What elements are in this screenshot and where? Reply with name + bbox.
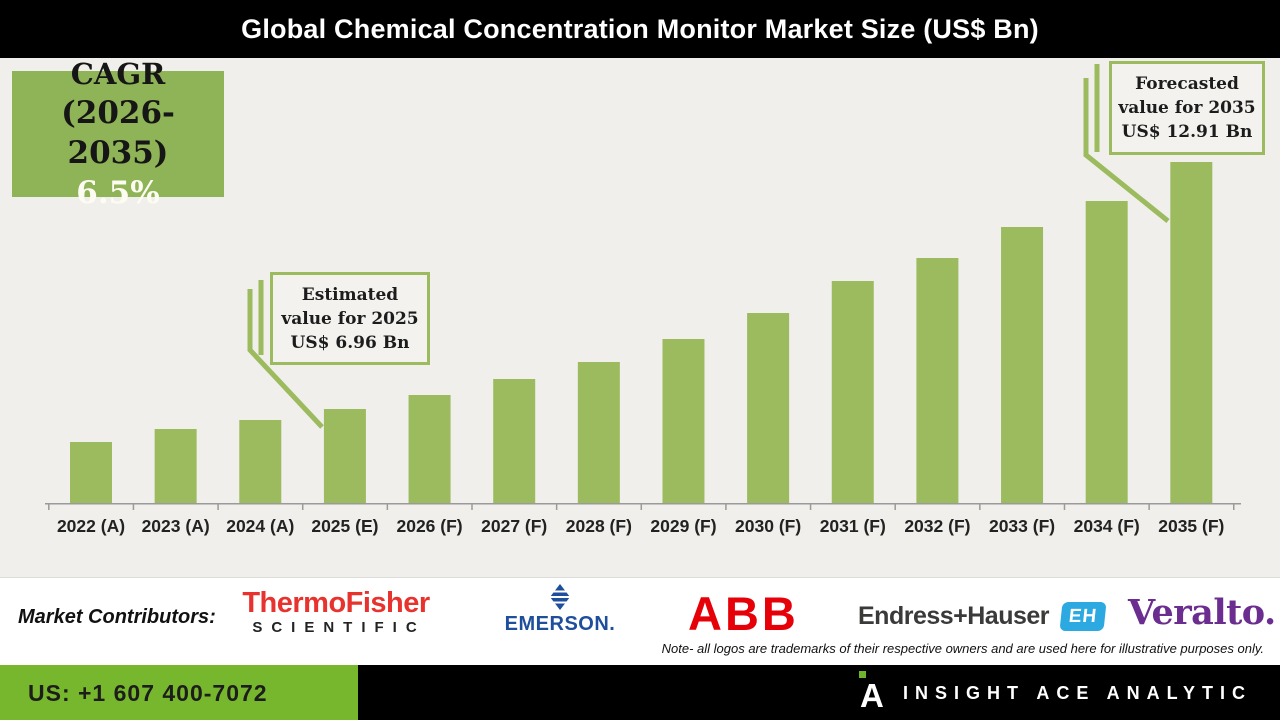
emerson-wordmark: EMERSON. <box>504 613 616 635</box>
x-axis-label: 2022 (A) <box>57 516 125 536</box>
phone-box: US: +1 607 400-7072 <box>0 665 358 720</box>
bar-2027 (F) <box>493 379 536 503</box>
x-axis-label: 2024 (A) <box>226 516 294 536</box>
callout-estimated-2025: Estimated value for 2025 US$ 6.96 Bn <box>270 272 430 365</box>
thermo-fisher-scientific-text: SCIENTIFIC <box>252 619 426 636</box>
brand-name: INSIGHT ACE ANALYTIC <box>902 682 1252 703</box>
x-axis-label: 2028 (F) <box>566 516 632 536</box>
bar-2028 (F) <box>577 362 620 503</box>
x-axis-label: 2023 (A) <box>142 516 210 536</box>
x-axis-label: 2035 (F) <box>1158 516 1224 536</box>
insight-ace-logo-icon: A <box>858 670 887 716</box>
contributors-strip: Market Contributors: ThermoFisher SCIENT… <box>0 577 1280 665</box>
bar-2031 (F) <box>831 281 874 503</box>
x-axis-label: 2031 (F) <box>820 516 886 536</box>
bar-2034 (F) <box>1085 201 1128 503</box>
bar-2026 (F) <box>408 395 451 503</box>
callout-value: US$ 12.91 Bn <box>1121 122 1253 142</box>
bar-2035 (F) <box>1170 162 1213 503</box>
emerson-logo: EMERSON. <box>500 584 620 636</box>
endress-hauser-wordmark: Endress+Hauser <box>858 602 1050 630</box>
x-axis-label: 2029 (F) <box>650 516 716 536</box>
bar-2029 (F) <box>662 339 705 503</box>
callout-line: value for 2025 <box>281 308 419 329</box>
trademark-note: Note- all logos are trademarks of their … <box>661 641 1264 656</box>
x-axis-label: 2034 (F) <box>1074 516 1140 536</box>
footer: US: +1 607 400-7072 A INSIGHT ACE ANALYT… <box>0 665 1280 720</box>
page-title: Global Chemical Concentration Monitor Ma… <box>241 13 1039 44</box>
chart-svg: 2022 (A) 2023 (A) 2024 (A) 2025 (E) 2026 (F)… <box>45 64 1241 536</box>
endress-hauser-logo: Endress+Hauser EH <box>858 602 1107 631</box>
endress-hauser-eh-icon: EH <box>1059 602 1107 631</box>
logo-green-dot <box>858 671 866 678</box>
callout-line: Forecasted <box>1135 74 1239 94</box>
chart-area: 2022 (A) 2023 (A) 2024 (A) 2025 (E) 2026 (F)… <box>0 57 1280 577</box>
x-axis-label: 2026 (F) <box>396 516 462 536</box>
bar-2030 (F) <box>747 313 790 503</box>
x-axis-label: 2033 (F) <box>989 516 1055 536</box>
phone-number: US: +1 607 400-7072 <box>28 679 268 706</box>
contributors-label: Market Contributors: <box>18 606 216 628</box>
callout-leader-line <box>1083 78 1170 223</box>
cagr-label: CAGR <box>70 57 166 91</box>
callout-line: Estimated <box>301 284 399 305</box>
bar-2022 (A) <box>70 442 112 503</box>
x-axis-label: 2032 (F) <box>904 516 970 536</box>
bar-2033 (F) <box>1001 227 1044 503</box>
logo-a-glyph: A <box>859 677 884 714</box>
callout-leader-line <box>247 289 324 429</box>
brand-bar: A INSIGHT ACE ANALYTIC <box>358 665 1280 720</box>
thermo-fisher-logo: ThermoFisher SCIENTIFIC <box>238 588 434 638</box>
bar-2023 (A) <box>154 429 197 503</box>
cagr-period: (2026-2035) <box>61 95 175 171</box>
title-bar: Global Chemical Concentration Monitor Ma… <box>0 0 1280 58</box>
bar-2032 (F) <box>916 258 959 503</box>
callout-value: US$ 6.96 Bn <box>290 332 410 353</box>
x-axis-label: 2025 (E) <box>311 516 378 536</box>
x-axis-label: 2027 (F) <box>481 516 547 536</box>
bar-2025 (E) <box>323 409 366 503</box>
cagr-value: 6.5% <box>76 175 160 211</box>
callout-line: value for 2035 <box>1118 98 1256 118</box>
thermo-fisher-wordmark: ThermoFisher <box>242 587 430 619</box>
x-axis-label: 2030 (F) <box>735 516 801 536</box>
veralto-logo: Veralto. <box>1128 592 1276 633</box>
bar-2024 (A) <box>239 420 282 503</box>
abb-logo: ABB <box>688 587 799 640</box>
emerson-diamond-icon <box>548 584 572 610</box>
callout-forecasted-2035: Forecasted value for 2035 US$ 12.91 Bn <box>1109 61 1265 155</box>
cagr-badge: CAGR (2026-2035) 6.5% <box>12 57 224 211</box>
